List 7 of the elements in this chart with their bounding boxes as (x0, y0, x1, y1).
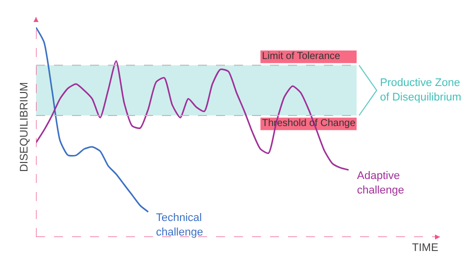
series-label: Adaptive challenge (357, 170, 404, 196)
y-axis-title: DISEQUILIBRIUM (18, 82, 31, 172)
ref-line-label: Threshold of Change (262, 118, 356, 129)
series-label: Technical challenge (156, 212, 204, 238)
band-label: Productive Zone of Disequilibrium (380, 77, 462, 104)
ref-line-label: Limit of Tolerance (262, 51, 341, 62)
text: TIME (412, 242, 438, 254)
